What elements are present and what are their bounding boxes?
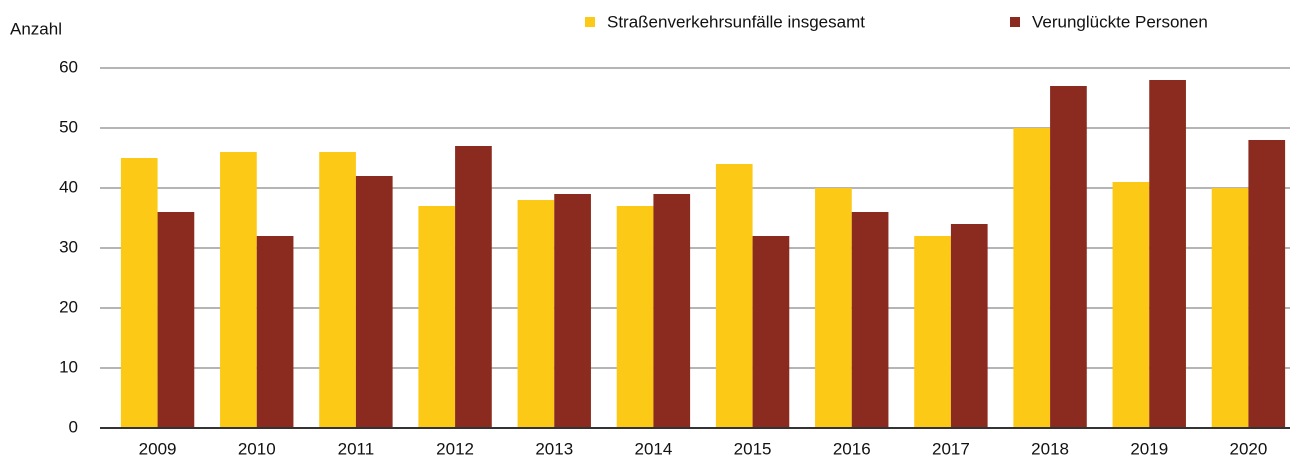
bar [1013,128,1051,428]
legend-swatch [1010,17,1020,27]
x-tick-label: 2015 [734,439,772,458]
y-tick-label: 20 [59,297,78,316]
y-tick-label: 10 [59,357,78,376]
x-tick-label: 2018 [1031,439,1069,458]
bar [554,194,591,428]
bar [157,212,195,428]
x-tick-label: 2014 [635,439,673,458]
bar [355,176,393,428]
y-tick-label: 30 [59,237,78,256]
x-tick-label: 2010 [238,439,276,458]
bar [1211,188,1249,428]
bar [1112,182,1150,428]
x-tick-label: 2019 [1130,439,1168,458]
bar [715,164,753,428]
x-tick-label: 2016 [833,439,871,458]
bar [517,200,555,428]
x-tick-label: 2017 [932,439,970,458]
legend-label: Straßenverkehrsunfälle insgesamt [607,12,865,31]
bar [616,206,654,428]
x-tick-label: 2013 [535,439,573,458]
y-tick-label: 40 [59,177,78,196]
bar [752,236,790,428]
y-axis-label: Anzahl [10,19,62,38]
bar [256,236,294,428]
bar [1050,86,1087,428]
x-tick-label: 2011 [338,439,375,458]
x-tick-label: 2009 [139,439,177,458]
legend-swatch [585,17,595,27]
bar [950,224,988,428]
bar [120,158,158,428]
bar [653,194,691,428]
y-tick-label: 60 [59,57,78,76]
bar [319,152,356,428]
y-tick-label: 50 [59,117,78,136]
y-tick-label: 0 [69,417,78,436]
bar [1149,80,1186,428]
bar [1248,140,1286,428]
x-tick-label: 2020 [1230,439,1268,458]
legend-label: Verunglückte Personen [1032,12,1208,31]
x-tick-label: 2012 [436,439,474,458]
bar [455,146,492,428]
bar [914,236,951,428]
bar [851,212,889,428]
bar [418,206,456,428]
bar [220,152,257,428]
bar [815,188,852,428]
